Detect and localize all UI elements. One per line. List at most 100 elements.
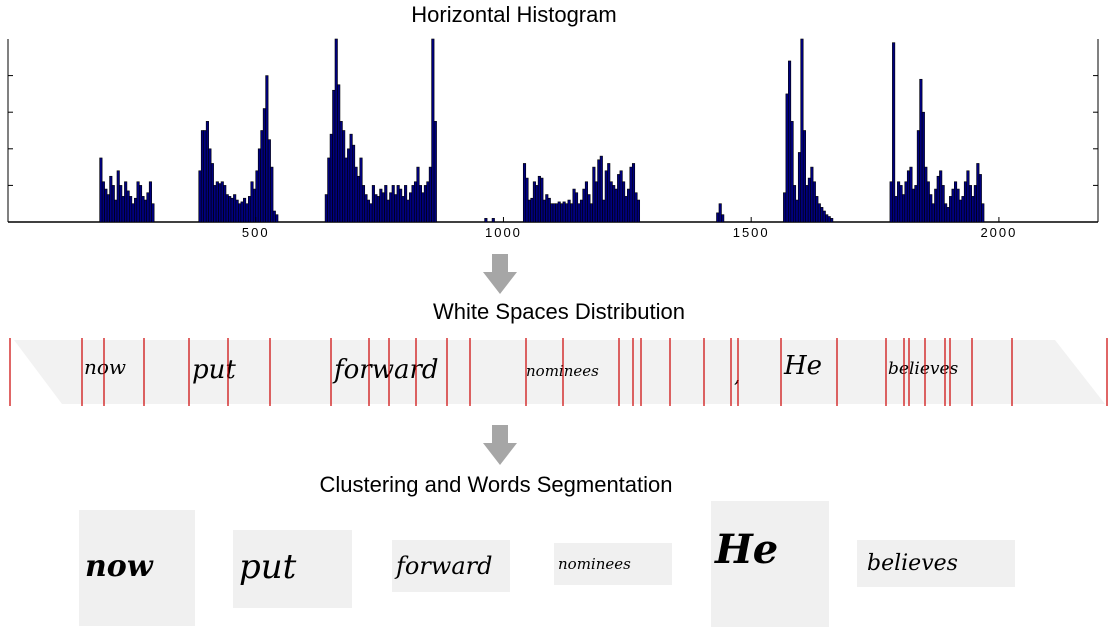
ws-word-he: He — [783, 351, 822, 381]
histogram-bar — [542, 199, 546, 223]
histogram-bar — [815, 196, 819, 223]
histogram-bar — [136, 181, 140, 223]
histogram-bar — [208, 148, 212, 223]
down-arrow-icon — [483, 425, 517, 465]
horizontal-histogram-chart: 500 1000 1500 2000 — [7, 38, 1099, 240]
histogram-bar — [535, 185, 539, 223]
histogram-bar — [929, 194, 933, 223]
histogram-bar — [557, 201, 561, 223]
histogram-bar — [247, 196, 252, 223]
histogram-bar — [134, 197, 138, 223]
histogram-bar — [200, 130, 205, 223]
histogram-bar — [260, 130, 264, 223]
histogram-bar — [384, 185, 388, 223]
histogram-bar — [607, 163, 611, 223]
histogram-bar — [327, 157, 331, 223]
segment-word-believes: believes — [867, 551, 958, 576]
histogram-bar — [914, 185, 918, 223]
histogram-bar — [235, 199, 239, 223]
histogram-bar — [329, 133, 333, 223]
histogram-bar — [238, 203, 242, 223]
histogram-bar — [609, 181, 613, 223]
histogram-bar — [409, 192, 413, 223]
histogram-bar — [396, 185, 400, 223]
histogram-bar — [262, 108, 266, 223]
histogram-bar — [406, 199, 410, 223]
histogram-title: Horizontal Histogram — [411, 2, 617, 27]
histogram-bar — [418, 185, 423, 223]
whitespace-title: White Spaces Distribution — [433, 299, 685, 324]
histogram-bar — [527, 199, 532, 223]
histogram-bar — [931, 203, 935, 223]
histogram-bar — [572, 188, 576, 223]
histogram-bar — [389, 192, 393, 223]
white-space-distribution-strip: now put forward nominees , He believes — [9, 338, 1108, 406]
histogram-bar — [381, 192, 385, 223]
histogram-bar — [795, 199, 799, 223]
histogram-bar — [547, 197, 551, 223]
ws-word-put: put — [192, 355, 236, 385]
histogram-bar — [255, 170, 259, 223]
histogram-bars — [99, 38, 985, 223]
histogram-bar — [604, 170, 608, 223]
segmentation-title: Clustering and Words Segmentation — [319, 472, 673, 497]
histogram-bar — [223, 185, 227, 223]
histogram-bar — [257, 148, 261, 223]
histogram-bar — [941, 185, 945, 223]
histogram-bar — [916, 130, 920, 223]
histogram-bar — [537, 175, 541, 223]
histogram-bar — [324, 194, 328, 223]
histogram-bar — [802, 130, 806, 223]
histogram-bar — [267, 139, 271, 223]
histogram-bar — [562, 201, 566, 223]
segment-word-now: now — [85, 549, 154, 584]
histogram-bar — [718, 203, 722, 223]
histogram-bar — [379, 188, 383, 223]
histogram-bar — [976, 163, 980, 223]
histogram-bar — [926, 181, 930, 223]
histogram-bar — [817, 203, 821, 223]
histogram-bar — [359, 157, 363, 223]
histogram-bar — [361, 185, 366, 223]
histogram-bar — [946, 207, 950, 223]
histogram-bar — [114, 199, 118, 223]
histogram-bar — [210, 163, 214, 223]
x-tick-label: 1000 — [485, 225, 522, 240]
histogram-bar — [250, 181, 254, 223]
histogram-bar — [636, 199, 641, 223]
histogram-bar — [592, 166, 596, 223]
separator-lines — [9, 338, 1108, 406]
histogram-bar — [634, 192, 638, 223]
histogram-bar — [594, 181, 598, 223]
histogram-bar — [570, 203, 574, 223]
histogram-bar — [356, 175, 361, 223]
histogram-bar — [790, 121, 794, 223]
histogram-bar — [631, 163, 636, 223]
histogram-bar — [129, 196, 133, 223]
histogram-bar — [272, 210, 276, 223]
histogram-bar — [567, 199, 571, 223]
histogram-bar — [205, 121, 209, 223]
histogram-bar — [909, 166, 913, 223]
histogram-bar — [141, 196, 145, 223]
histogram-bar — [99, 157, 103, 223]
histogram-bar — [138, 185, 143, 223]
histogram-bar — [584, 181, 588, 223]
histogram-bar — [958, 199, 963, 223]
histogram-bar — [825, 214, 829, 223]
word-crop-he: He — [711, 501, 829, 627]
ws-word-now: now — [84, 355, 126, 379]
histogram-bar — [810, 166, 814, 223]
histogram-bar — [911, 188, 915, 223]
histogram-bar — [198, 170, 202, 223]
histogram-bar — [391, 185, 395, 223]
histogram-bar — [904, 181, 908, 223]
histogram-bar — [433, 121, 437, 223]
histogram-bar — [822, 210, 826, 223]
histogram-bar — [243, 197, 247, 223]
segment-word-forward: forward — [394, 552, 493, 580]
histogram-bar — [230, 197, 234, 223]
histogram-bar — [612, 185, 616, 223]
histogram-bar — [545, 194, 549, 223]
histogram-bar — [245, 203, 249, 223]
